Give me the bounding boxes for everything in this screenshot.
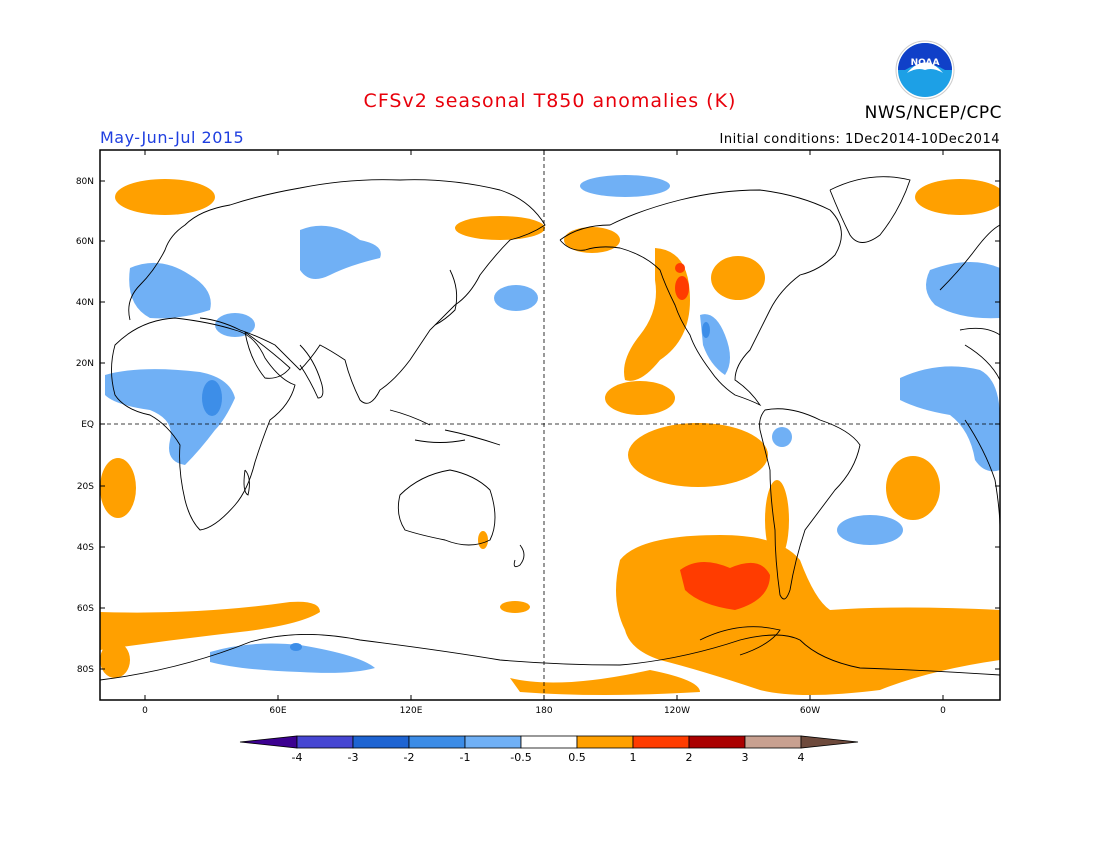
lon-label: 60W [800, 706, 820, 716]
lat-label: 80S [77, 665, 94, 675]
lon-label: 0 [940, 706, 946, 716]
forecast-period: May-Jun-Jul 2015 [100, 128, 245, 147]
positive-anomaly-regions [100, 179, 1000, 695]
noaa-logo-icon: NOAA [895, 40, 955, 100]
colorbar-tick-label: 0.5 [568, 751, 586, 764]
lon-label: 0 [142, 706, 148, 716]
colorbar-tick-label: -2 [404, 751, 415, 764]
strong-negative-anomaly-regions [202, 322, 710, 651]
colorbar-tick-label: -0.5 [510, 751, 531, 764]
colorbar-swatch [632, 735, 690, 749]
negative-anomaly-regions [105, 175, 1000, 673]
colorbar-swatch [296, 735, 354, 749]
lat-label: 60N [76, 237, 94, 247]
initial-conditions-label: Initial conditions: 1Dec2014-10Dec2014 [719, 132, 1000, 147]
lat-label: 60S [77, 604, 94, 614]
organization-label: NWS/NCEP/CPC [864, 103, 1002, 123]
strong-positive-anomaly-regions [675, 263, 770, 610]
lat-label: 20S [77, 482, 94, 492]
lon-label: 120W [664, 706, 690, 716]
logo-text: NOAA [911, 58, 940, 68]
lon-label: 180 [535, 706, 552, 716]
map-title: CFSv2 seasonal T850 anomalies (K) [363, 90, 737, 112]
lat-label: EQ [81, 420, 94, 430]
lat-label: 20N [76, 359, 94, 369]
lon-label: 120E [400, 706, 423, 716]
colorbar: -4 -3 -2 -1 -0.5 0.5 1 2 3 4 [239, 735, 859, 764]
colorbar-swatch [352, 735, 410, 749]
colorbar-tick-label: 3 [742, 751, 749, 764]
colorbar-swatch [744, 735, 802, 749]
colorbar-swatch [408, 735, 466, 749]
latitude-axis: 80N 60N 40N 20N EQ 20S 40S 60S 80S [76, 177, 1000, 675]
lat-label: 40S [77, 543, 94, 553]
colorbar-swatch [576, 735, 634, 749]
lat-label: 40N [76, 298, 94, 308]
lon-label: 60E [269, 706, 286, 716]
anomaly-fields [100, 175, 1000, 695]
colorbar-tick-label: 1 [630, 751, 637, 764]
coastlines [100, 176, 1000, 681]
colorbar-swatch [520, 735, 578, 749]
colorbar-tick-label: -3 [348, 751, 359, 764]
colorbar-tick-label: 4 [798, 751, 805, 764]
colorbar-swatch [464, 735, 522, 749]
colorbar-tick-label: 2 [686, 751, 693, 764]
colorbar-swatch [688, 735, 746, 749]
colorbar-tick-label: -1 [460, 751, 471, 764]
colorbar-swatch [239, 735, 298, 749]
colorbar-tick-label: -4 [292, 751, 303, 764]
longitude-axis: 0 60E 120E 180 120W 60W 0 [142, 150, 946, 716]
colorbar-swatch [800, 735, 859, 749]
map-frame [99, 149, 1001, 701]
lat-label: 80N [76, 177, 94, 187]
